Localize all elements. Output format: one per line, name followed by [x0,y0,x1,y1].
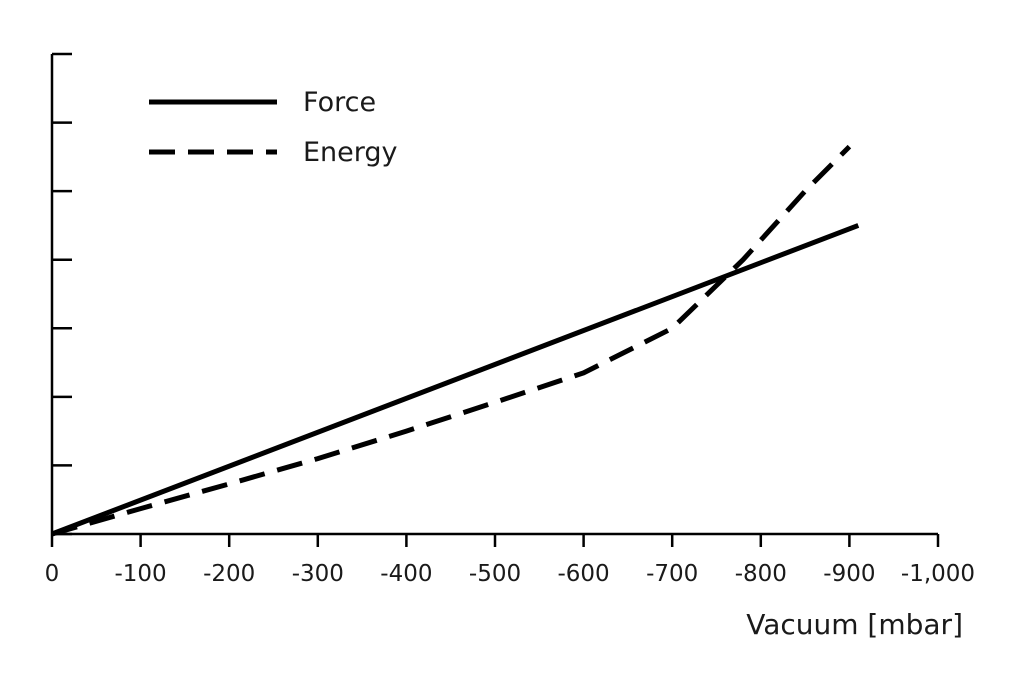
plot-area [51,144,860,537]
x-tick-label: -900 [823,561,875,587]
x-axis-title: Vacuum [mbar] [746,608,963,641]
series-line-energy [51,144,852,537]
legend-label-force: Force [303,87,376,118]
x-tick-label: -400 [380,561,432,587]
x-tick-label: -700 [646,561,698,587]
legend-label-energy: Energy [303,137,398,168]
x-tick-label: -500 [469,561,521,587]
x-tick-labels: 0 -100 -200 -300 -400 -500 -600 -700 -800 -900 -1,… [45,561,975,587]
legend: Force Energy [149,87,398,168]
x-tick-label: -1,000 [901,561,975,587]
x-tick-label: -300 [292,561,344,587]
series-line-force [51,223,860,537]
x-tick-label: -100 [114,561,166,587]
x-tick-label: 0 [45,561,60,587]
x-tick-label: -800 [735,561,787,587]
axes [50,52,940,547]
x-tick-label: -200 [203,561,255,587]
x-tick-label: -600 [557,561,609,587]
